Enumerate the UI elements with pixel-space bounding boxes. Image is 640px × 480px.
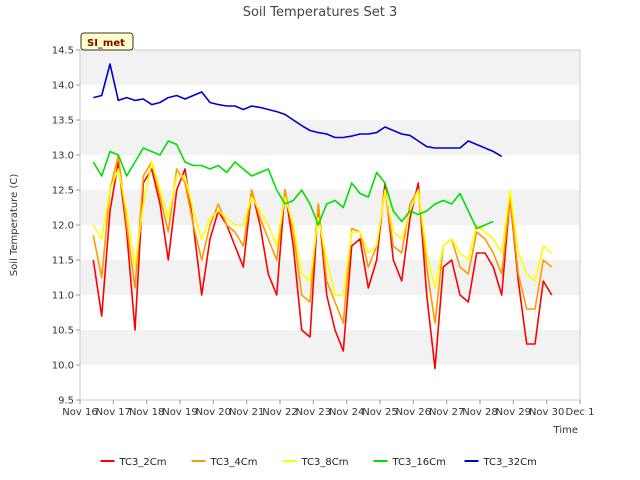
series-line-tc3-32cm <box>93 63 503 158</box>
y-tick-label: 11.5 <box>52 256 74 267</box>
legend-item: TC3_32Cm <box>464 457 537 468</box>
y-tick-label: 12.5 <box>52 186 74 197</box>
plot-background <box>80 50 580 400</box>
station-badge: SI_met <box>80 32 134 51</box>
y-tick-label: 10.5 <box>52 326 74 337</box>
legend-item: TC3_16Cm <box>373 457 446 468</box>
legend-label: TC3_2Cm <box>119 457 167 468</box>
grid-band <box>80 155 580 190</box>
chart-title: Soil Temperatures Set 3 <box>243 5 398 20</box>
x-tick-label: Dec 1 <box>566 407 595 418</box>
grid-band <box>80 50 580 85</box>
legend: TC3_2Cm TC3_4Cm TC3_8Cm TC3_16Cm TC3_32Cm <box>100 457 537 468</box>
y-tick-label: 9.5 <box>58 396 74 407</box>
x-tick-label: Nov 30 <box>529 407 564 418</box>
x-tick-label: Nov 25 <box>362 407 397 418</box>
x-tick-label: Nov 23 <box>296 407 331 418</box>
badge-box <box>80 32 134 51</box>
legend-item: TC3_2Cm <box>100 457 167 468</box>
x-tick-label: Nov 26 <box>396 407 431 418</box>
y-axis: 9.5 10.0 10.5 11.0 11.5 12.0 12.5 13.0 13.5 14.0 1… <box>52 46 80 407</box>
y-tick-label: 14.0 <box>52 81 74 92</box>
grid-band <box>80 330 580 365</box>
legend-label: TC3_16Cm <box>392 457 446 468</box>
legend-label: TC3_4Cm <box>210 457 258 468</box>
series-lines <box>92 63 553 370</box>
x-tick-label: Nov 16 <box>62 407 97 418</box>
legend-label: TC3_8Cm <box>301 457 349 468</box>
series-line-tc3-16cm <box>92 140 494 230</box>
grid-band <box>80 85 580 120</box>
legend-label: TC3_32Cm <box>483 457 537 468</box>
x-tick-label: Nov 27 <box>429 407 464 418</box>
legend-item: TC3_8Cm <box>282 457 349 468</box>
x-tick-label: Nov 22 <box>262 407 297 418</box>
y-tick-label: 13.5 <box>52 116 74 127</box>
y-tick-label: 12.0 <box>52 221 74 232</box>
x-tick-label: Nov 29 <box>496 407 531 418</box>
x-tick-label: Nov 24 <box>329 407 364 418</box>
x-axis-label: Time <box>553 425 578 436</box>
grid-band <box>80 365 580 400</box>
y-tick-label: 10.0 <box>52 361 74 372</box>
legend-item: TC3_4Cm <box>191 457 258 468</box>
series-line-tc3-8cm <box>92 161 553 296</box>
y-tick-label: 14.5 <box>52 46 74 57</box>
y-tick-label: 13.0 <box>52 151 74 162</box>
x-tick-label: Nov 21 <box>229 407 264 418</box>
x-tick-label: Nov 28 <box>462 407 497 418</box>
grid-band <box>80 190 580 225</box>
y-tick-label: 11.0 <box>52 291 74 302</box>
badge-text: SI_met <box>87 38 125 49</box>
x-tick-label: Nov 20 <box>196 407 231 418</box>
grid-band <box>80 295 580 330</box>
grid-band <box>80 120 580 155</box>
y-axis-label: Soil Temperature (C) <box>9 174 20 277</box>
x-tick-label: Nov 19 <box>162 407 197 418</box>
x-tick-label: Nov 17 <box>96 407 131 418</box>
x-tick-label: Nov 18 <box>129 407 164 418</box>
